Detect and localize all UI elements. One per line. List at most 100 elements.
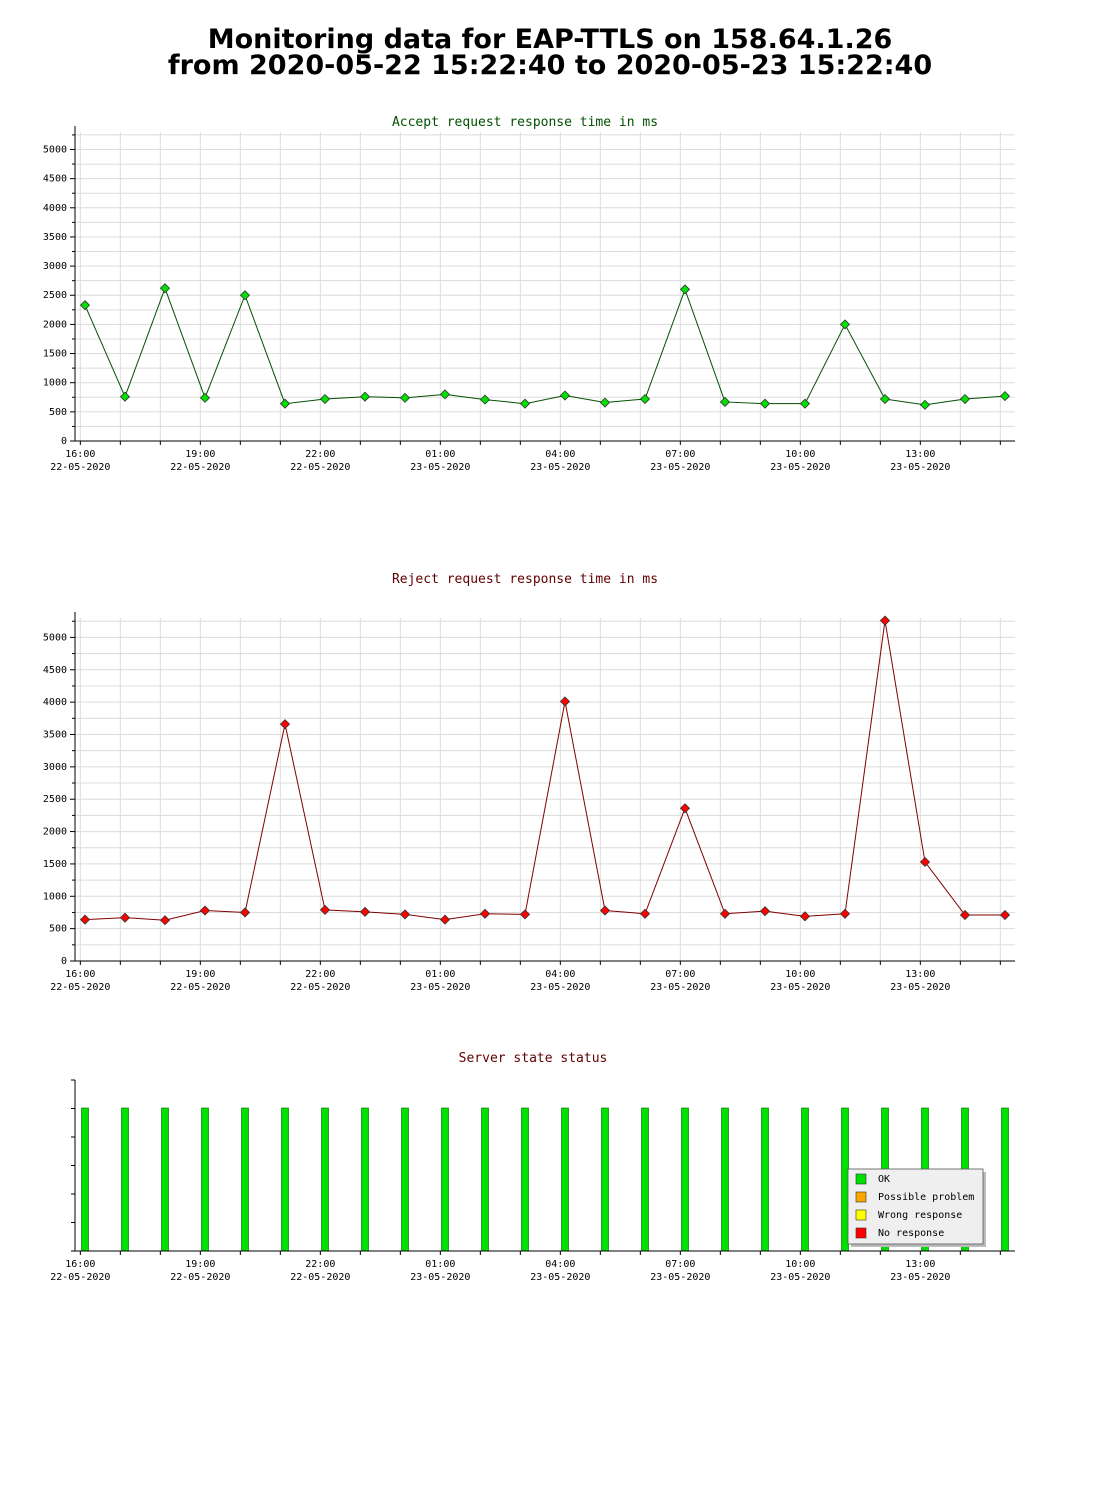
series-line <box>84 620 1005 921</box>
data-point <box>239 290 251 301</box>
y-tick-label: 4000 <box>43 203 67 214</box>
legend <box>847 1168 984 1245</box>
x-tick-label-time: 04:00 <box>545 969 575 980</box>
series-line <box>84 286 1006 406</box>
x-tick-label-time: 10:00 <box>785 1259 815 1270</box>
x-tick-label-time: 01:00 <box>425 969 455 980</box>
status-bar <box>361 1107 369 1252</box>
status-bar <box>1001 1107 1009 1252</box>
server-state-status-chart: Server state status 16:00 22-05-2020 19:00 2… <box>50 1051 1015 1283</box>
data-point <box>759 398 771 409</box>
page-title-line-1: Monitoring data for EAP-TTLS on 158.64.1… <box>207 24 893 55</box>
data-point <box>679 284 691 295</box>
x-tick-label-time: 19:00 <box>185 1259 215 1270</box>
data-point <box>479 908 491 919</box>
status-bar <box>81 1107 89 1252</box>
x-tick-label-date: 23-05-2020 <box>410 462 470 473</box>
x-tick-label-time: 19:00 <box>185 969 215 980</box>
x-tick-label-date: 23-05-2020 <box>530 462 590 473</box>
status-bar <box>481 1107 489 1252</box>
data-point <box>519 909 531 920</box>
x-tick-label-date: 22-05-2020 <box>290 462 350 473</box>
x-tick-label-date: 22-05-2020 <box>170 1272 230 1283</box>
x-tick-label-time: 22:00 <box>305 1259 335 1270</box>
x-tick-label-date: 23-05-2020 <box>650 1272 710 1283</box>
data-point <box>279 398 291 409</box>
x-tick-label-time: 19:00 <box>185 449 215 460</box>
data-point <box>79 914 91 925</box>
status-bar <box>761 1107 769 1252</box>
data-point <box>519 398 531 409</box>
data-point <box>439 914 451 925</box>
status-bar <box>601 1107 609 1252</box>
x-tick-label-time: 22:00 <box>305 969 335 980</box>
data-point <box>999 909 1011 921</box>
x-tick-label-time: 13:00 <box>905 1259 935 1270</box>
y-tick-label: 3000 <box>43 261 67 272</box>
status-bar <box>521 1107 529 1252</box>
x-tick-label-date: 22-05-2020 <box>50 1272 110 1283</box>
data-point <box>199 392 211 403</box>
data-point <box>399 392 411 403</box>
legend-swatch <box>855 1191 867 1203</box>
y-tick-label: 2000 <box>43 827 67 838</box>
status-bar <box>121 1107 129 1252</box>
data-point <box>759 906 771 917</box>
status-bar <box>681 1107 689 1252</box>
x-tick-label-time: 04:00 <box>545 1259 575 1270</box>
data-point <box>719 908 731 919</box>
y-tick-label: 1000 <box>43 378 67 389</box>
data-point <box>319 904 331 915</box>
data-point <box>239 907 251 918</box>
x-tick-label-date: 22-05-2020 <box>170 982 230 993</box>
data-point <box>439 389 451 400</box>
data-point <box>799 398 811 409</box>
x-tick-label-date: 23-05-2020 <box>890 982 950 993</box>
y-tick-label: 1500 <box>43 349 67 360</box>
y-tick-label: 3500 <box>43 232 67 243</box>
y-tick-label: 3000 <box>43 762 67 773</box>
y-tick-label: 2500 <box>43 290 67 301</box>
y-tick-label: 500 <box>49 924 67 935</box>
status-bar <box>721 1107 729 1252</box>
x-tick-label-date: 23-05-2020 <box>770 1272 830 1283</box>
x-tick-label-time: 13:00 <box>905 449 935 460</box>
x-tick-label-date: 23-05-2020 <box>770 462 830 473</box>
x-tick-label-time: 10:00 <box>785 969 815 980</box>
status-bar <box>161 1107 169 1252</box>
x-tick-label-date: 23-05-2020 <box>770 982 830 993</box>
y-tick-label: 500 <box>49 407 67 418</box>
data-point <box>159 915 171 926</box>
status-bar <box>281 1107 289 1252</box>
x-tick-label-time: 04:00 <box>545 449 575 460</box>
data-point <box>359 391 371 402</box>
legend-label: Wrong response <box>878 1210 962 1221</box>
data-point <box>959 909 971 921</box>
x-tick-label-date: 23-05-2020 <box>650 982 710 993</box>
data-point <box>599 905 611 916</box>
legend-label: Possible problem <box>878 1192 974 1203</box>
reject-response-time-chart: Reject request response time in ms 0 500 10… <box>43 572 1015 993</box>
data-point <box>479 394 491 405</box>
data-point <box>279 719 291 730</box>
y-tick-label: 1000 <box>43 891 67 902</box>
status-bar <box>801 1107 809 1252</box>
data-point <box>319 393 331 405</box>
legend-swatch <box>855 1173 867 1185</box>
data-point <box>599 397 611 408</box>
x-tick-label-date: 23-05-2020 <box>650 462 710 473</box>
x-tick-label-date: 23-05-2020 <box>890 462 950 473</box>
accept-response-time-chart: Accept request response time in ms 0 500 10… <box>43 115 1015 473</box>
x-tick-label-date: 23-05-2020 <box>890 1272 950 1283</box>
data-point <box>359 906 371 917</box>
y-tick-label: 5000 <box>43 632 67 643</box>
x-tick-label-time: 16:00 <box>65 1259 95 1270</box>
y-tick-label: 5000 <box>43 144 67 155</box>
status-bar <box>441 1107 449 1252</box>
data-point <box>879 393 891 405</box>
data-point <box>839 319 851 330</box>
data-point <box>919 856 931 868</box>
y-tick-label: 0 <box>61 956 67 967</box>
x-tick-label-date: 22-05-2020 <box>290 982 350 993</box>
data-point <box>559 390 571 401</box>
